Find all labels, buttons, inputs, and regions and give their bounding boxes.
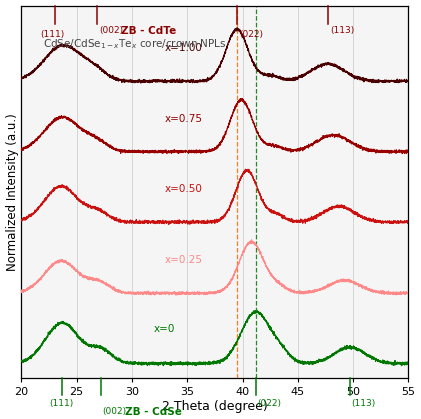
Text: x=0.50: x=0.50 bbox=[165, 184, 203, 194]
Text: (111): (111) bbox=[49, 399, 73, 408]
Text: (113): (113) bbox=[330, 26, 354, 34]
Text: (002): (002) bbox=[102, 407, 126, 416]
Text: (113): (113) bbox=[351, 399, 375, 408]
Text: x=0.75: x=0.75 bbox=[165, 114, 203, 124]
Text: x=0.25: x=0.25 bbox=[165, 255, 203, 265]
Text: (002): (002) bbox=[99, 26, 123, 34]
Text: ZB - CdTe: ZB - CdTe bbox=[121, 26, 176, 36]
Y-axis label: Normalized Intensity (a.u.): Normalized Intensity (a.u.) bbox=[5, 113, 19, 271]
Text: ZB - CdSe: ZB - CdSe bbox=[125, 407, 182, 417]
Text: x=0: x=0 bbox=[154, 324, 176, 334]
Text: CdSe/CdSe$_{1-x}$Te$_x$ core/crown NPLs: CdSe/CdSe$_{1-x}$Te$_x$ core/crown NPLs bbox=[43, 37, 227, 51]
X-axis label: 2 Theta (degree): 2 Theta (degree) bbox=[162, 400, 268, 413]
Text: x=1.00: x=1.00 bbox=[165, 43, 203, 53]
Text: (022): (022) bbox=[257, 399, 281, 408]
Text: (022): (022) bbox=[239, 30, 263, 39]
Text: (111): (111) bbox=[40, 30, 64, 39]
